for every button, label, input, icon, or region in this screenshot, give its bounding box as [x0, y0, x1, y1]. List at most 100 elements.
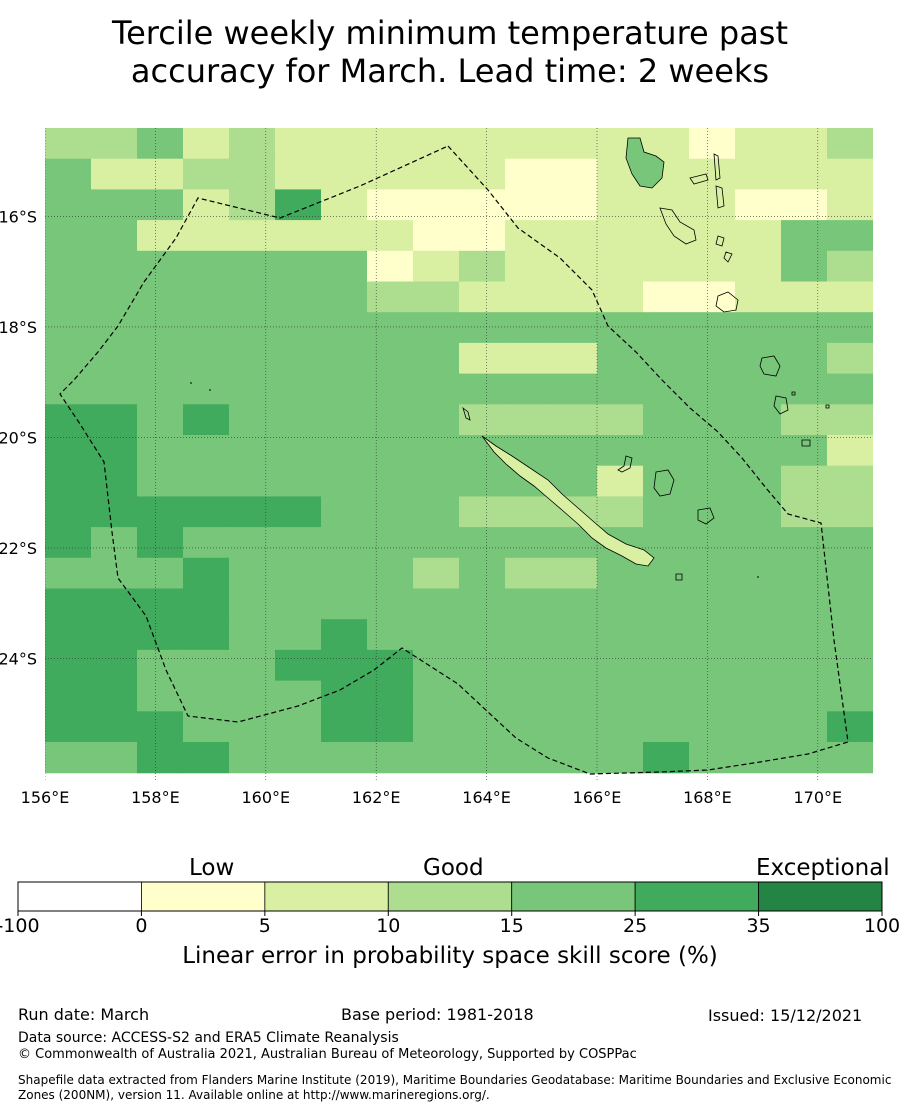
skill-cell [781, 189, 828, 221]
coastlines [190, 137, 830, 581]
skill-cell [459, 742, 506, 774]
skill-cell [321, 281, 368, 313]
skill-cell [781, 742, 828, 774]
skill-cell [459, 588, 506, 620]
skill-cell [689, 281, 736, 313]
colorbar-segment [634, 881, 759, 912]
skill-cell [91, 649, 138, 682]
skill-cell [597, 250, 644, 283]
colorbar-tick-label: 5 [259, 915, 271, 937]
issued-date: Issued: 15/12/2021 [708, 1006, 863, 1025]
skill-cell [827, 404, 873, 436]
eez-boundary [59, 145, 849, 775]
skill-cell [689, 220, 736, 252]
skill-cell [137, 158, 184, 190]
skill-cell [597, 619, 644, 651]
skill-cell [367, 588, 414, 620]
skill-cell [413, 342, 460, 375]
skill-cell [413, 588, 460, 620]
skill-cell [689, 128, 736, 160]
skill-cell [689, 711, 736, 743]
skill-cell [597, 680, 644, 712]
skill-cell [137, 342, 184, 375]
colorbar-segment [511, 881, 636, 912]
skill-cell [275, 588, 322, 620]
skill-cell [689, 465, 736, 497]
skill-cell [183, 649, 230, 682]
skill-cell [643, 496, 690, 528]
skill-cell [505, 649, 552, 682]
skill-cell [367, 435, 414, 467]
skill-cell [505, 373, 552, 405]
longitude-tick-label: 170°E [793, 788, 842, 807]
skill-cell [505, 711, 552, 743]
skill-cell [781, 404, 828, 436]
skill-cell [367, 680, 414, 712]
skill-cell [505, 281, 552, 313]
skill-cell [45, 404, 92, 436]
skill-cell [689, 588, 736, 620]
skill-cell [321, 588, 368, 620]
skill-cell [459, 680, 506, 712]
skill-cell [137, 435, 184, 467]
longitude-tick-label: 160°E [241, 788, 290, 807]
skill-cell [459, 342, 506, 375]
skill-cell [183, 189, 230, 221]
skill-cell [827, 220, 873, 252]
skill-cell [597, 435, 644, 467]
skill-cell [689, 189, 736, 221]
skill-cell [459, 496, 506, 528]
skill-cell [275, 619, 322, 651]
skill-cell [321, 435, 368, 467]
skill-cell [413, 220, 460, 252]
skill-cell [183, 557, 230, 590]
skill-cell [45, 680, 92, 712]
skill-cell [137, 128, 184, 160]
skill-cell [229, 158, 276, 190]
skill-cell [229, 404, 276, 436]
skill-cell [735, 404, 782, 436]
ambae-island [689, 173, 709, 185]
skill-cell [91, 158, 138, 190]
small-islets [190, 382, 759, 578]
colorbar-tick-label: 25 [623, 915, 647, 937]
skill-cell [137, 312, 184, 344]
skill-cell [551, 373, 598, 405]
skill-cell [413, 496, 460, 528]
skill-cell [689, 373, 736, 405]
skill-cell [689, 342, 736, 375]
skill-cell [551, 128, 598, 160]
skill-cell [367, 128, 414, 160]
skill-cell [275, 404, 322, 436]
skill-cell [183, 527, 230, 559]
skill-cell [459, 711, 506, 743]
skill-cell [321, 312, 368, 344]
skill-cell [275, 557, 322, 590]
skill-cell [781, 128, 828, 160]
latitude-tick-label: 24°S [0, 649, 37, 668]
skill-cell [689, 680, 736, 712]
colorbar-frame [17, 881, 883, 912]
skill-cell [229, 742, 276, 774]
skill-cell [413, 250, 460, 283]
skill-cell [229, 342, 276, 375]
skill-cell [735, 619, 782, 651]
skill-cell [551, 649, 598, 682]
skill-cell [827, 588, 873, 620]
colorbar-tick-label: -100 [0, 915, 40, 937]
skill-cell [689, 435, 736, 467]
isle-of-pines [675, 573, 683, 581]
skill-cell [597, 189, 644, 221]
longitude-tick-label: 162°E [352, 788, 401, 807]
skill-cell [827, 496, 873, 528]
skill-cell [45, 189, 92, 221]
skill-cell [413, 158, 460, 190]
skill-cell [689, 158, 736, 190]
skill-cell [45, 435, 92, 467]
colorbar-tick-label: 35 [746, 915, 770, 937]
skill-cell [781, 220, 828, 252]
longitude-tick-label: 164°E [462, 788, 511, 807]
skill-cell [413, 649, 460, 682]
latitude-tick-label: 20°S [0, 428, 37, 447]
skill-cell [643, 220, 690, 252]
